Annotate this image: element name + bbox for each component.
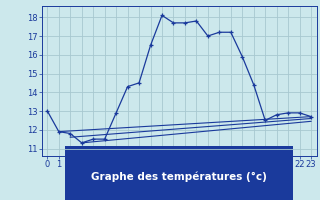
X-axis label: Graphe des températures (°c): Graphe des températures (°c) bbox=[91, 172, 267, 182]
